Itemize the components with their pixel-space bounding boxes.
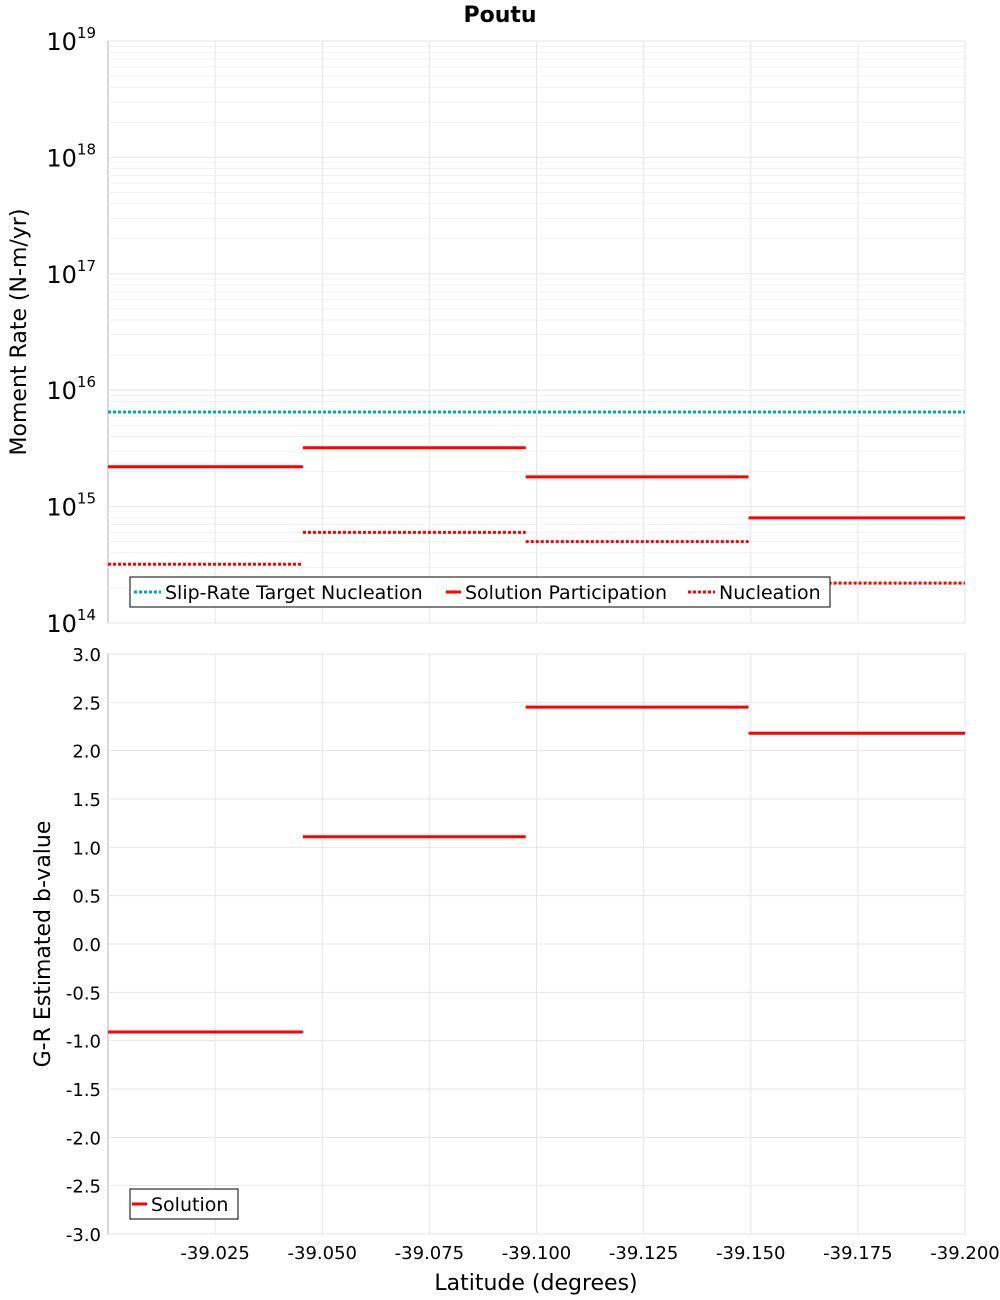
y-tick-label: 0.5 — [72, 887, 101, 908]
y-tick-label: 1.0 — [72, 838, 101, 859]
x-tick-label: -39.125 — [609, 1243, 678, 1264]
y-tick-label: 1019 — [46, 24, 96, 56]
y-tick-label: -3.0 — [66, 1225, 101, 1246]
x-tick-label: -39.025 — [180, 1243, 249, 1264]
x-tick-label: -39.075 — [395, 1243, 464, 1264]
chart-title: Poutu — [463, 3, 536, 28]
y-tick-base: 10 — [46, 610, 77, 638]
b-value-grid — [108, 653, 966, 1235]
y-tick-exponent: 16 — [77, 373, 96, 391]
legend-label-slip-rate-target: Slip-Rate Target Nucleation — [165, 582, 423, 604]
y-tick-exponent: 17 — [77, 257, 96, 275]
b-value-legend-box — [129, 1188, 239, 1220]
y-tick-exponent: 14 — [77, 606, 96, 624]
x-ticks: -39.025 -39.050 -39.075 -39.100 -39.125 -39.1… — [180, 1243, 999, 1264]
y-tick-label: -1.0 — [66, 1032, 101, 1053]
b-value-y-ticks: 3.0 2.5 2.0 1.5 1.0 0.5 0.0 -0.5 -1.0 -1.5 -2.0 -2.… — [66, 645, 101, 1246]
y-tick-label: 3.0 — [72, 645, 101, 666]
legend-label-solution-participation: Solution Participation — [465, 582, 667, 604]
y-tick-label: 2.0 — [72, 742, 101, 763]
y-tick-label: -2.0 — [66, 1128, 101, 1149]
moment-rate-y-axis-label: Moment Rate (N-m/yr) — [7, 209, 32, 456]
x-axis-label: Latitude (degrees) — [434, 1271, 637, 1296]
b-value-y-axis-label: G-R Estimated b-value — [31, 821, 56, 1068]
legend-label-solution: Solution — [151, 1194, 228, 1216]
y-tick-label: 2.5 — [72, 693, 101, 714]
legend-label-nucleation: Nucleation — [719, 582, 821, 604]
b-value-series — [108, 705, 965, 1034]
b-value-legend: Solution — [129, 1188, 239, 1220]
y-tick-label: -2.5 — [66, 1177, 101, 1198]
y-tick-base: 10 — [46, 261, 77, 289]
y-tick-exponent: 15 — [77, 490, 96, 508]
y-tick-exponent: 19 — [77, 24, 96, 42]
b-value-plot: 3.0 2.5 2.0 1.5 1.0 0.5 0.0 -0.5 -1.0 -1.5 -2.0 -2.… — [31, 645, 1000, 1296]
y-tick-label: 1014 — [46, 606, 96, 638]
y-tick-base: 10 — [46, 377, 77, 405]
x-tick-label: -39.100 — [502, 1243, 571, 1264]
y-tick-label: 1.5 — [72, 790, 101, 811]
y-tick-label: 1018 — [46, 140, 96, 172]
y-tick-label: 1017 — [46, 257, 96, 289]
y-tick-label: 0.0 — [72, 935, 101, 956]
moment-rate-legend: Slip-Rate Target Nucleation Solution Par… — [129, 576, 831, 608]
moment-rate-series — [108, 410, 965, 585]
x-tick-label: -39.050 — [288, 1243, 357, 1264]
y-tick-base: 10 — [46, 494, 77, 522]
y-tick-base: 10 — [46, 144, 77, 172]
y-tick-label: 1015 — [46, 490, 96, 522]
y-tick-label: -0.5 — [66, 983, 101, 1004]
y-tick-label: -1.5 — [66, 1080, 101, 1101]
x-tick-label: -39.175 — [823, 1243, 892, 1264]
y-tick-exponent: 18 — [77, 140, 96, 158]
y-tick-label: 1016 — [46, 373, 96, 405]
y-tick-base: 10 — [46, 28, 77, 56]
x-tick-label: -39.200 — [930, 1243, 999, 1264]
x-tick-label: -39.150 — [716, 1243, 785, 1264]
